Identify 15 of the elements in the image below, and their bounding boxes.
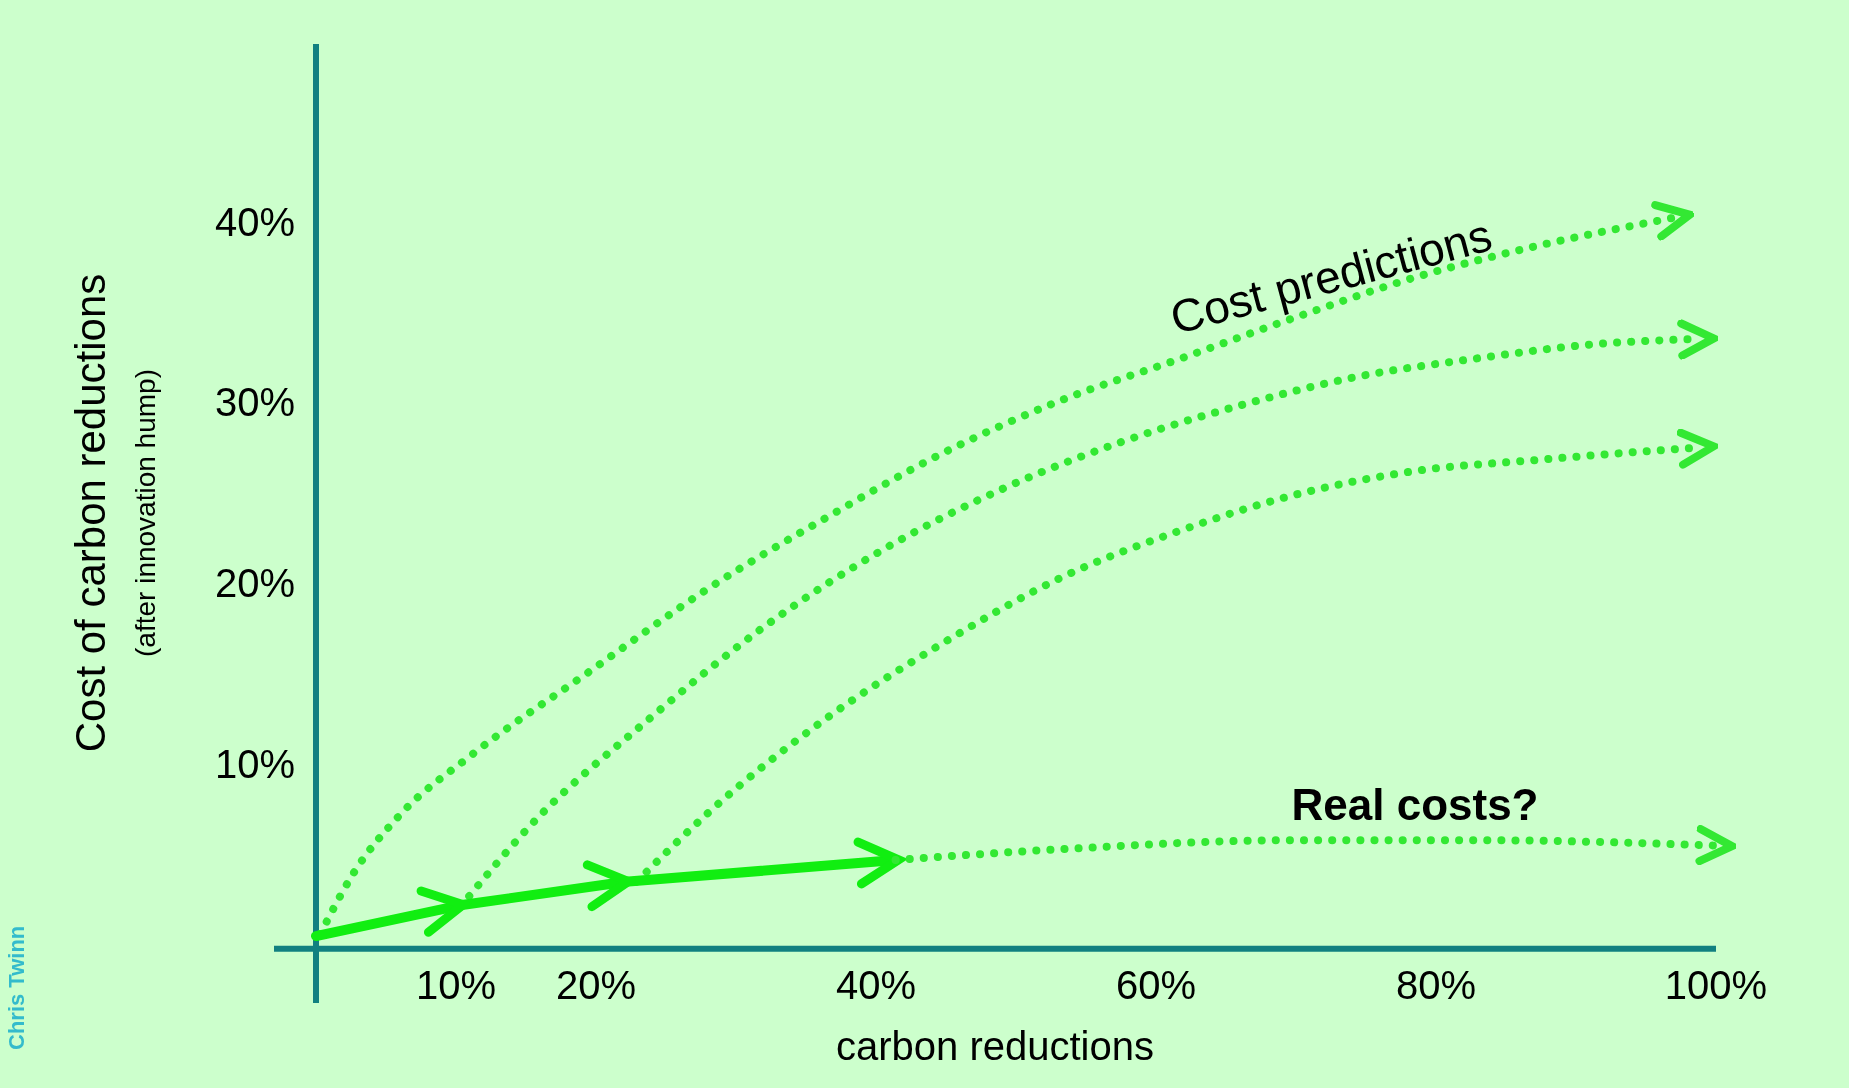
x-axis-title: carbon reductions [836,1024,1154,1068]
y-tick-label: 20% [214,561,296,606]
y-tick-label: 30% [214,380,296,425]
y-tick-label: 10% [214,742,296,787]
x-tick-label: 80% [1395,962,1477,1007]
text: (after innovation hump) [130,369,161,657]
y-tick-label: 40% [214,199,296,244]
annotation: Real costs? [1291,779,1539,829]
x-tick-label: 40% [835,962,917,1007]
x-tick-label: 10% [415,962,497,1007]
x-tick-label: 60% [1115,962,1197,1007]
y-axis-title: Cost of carbon reductions [67,273,114,753]
x-tick-label: 100% [1664,962,1768,1007]
text: Chris Twinn [4,925,29,1050]
x-tick-label: 20% [555,962,637,1007]
